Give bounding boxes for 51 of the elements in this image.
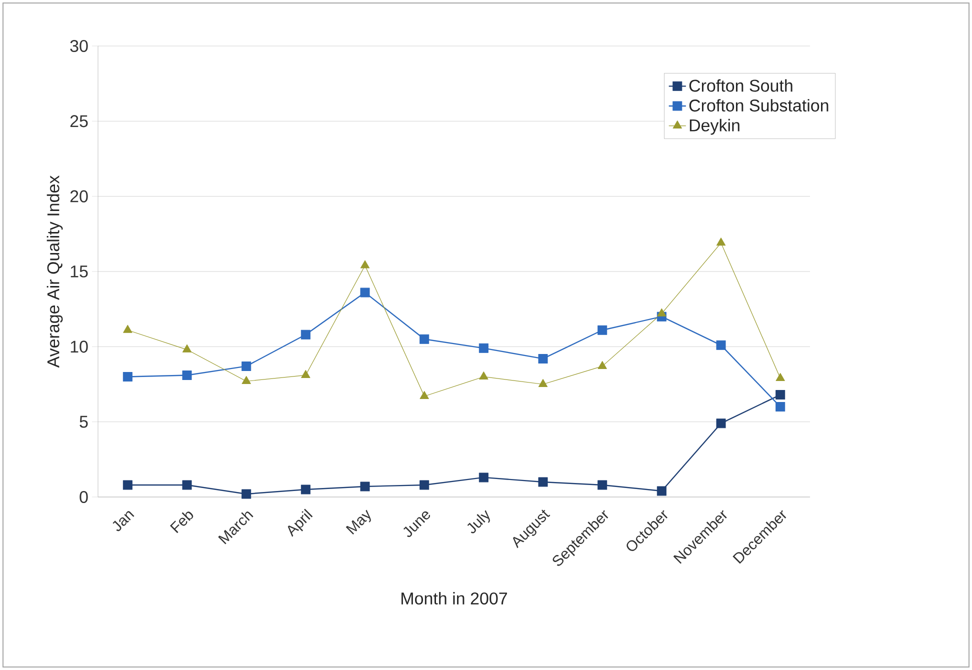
point bbox=[598, 360, 607, 369]
point bbox=[776, 390, 786, 400]
legend-label: Crofton South bbox=[689, 79, 792, 92]
point bbox=[716, 340, 726, 350]
point bbox=[538, 379, 548, 387]
y-axis-title: Average Air Quality Index bbox=[46, 175, 63, 368]
legend-label: Deykin bbox=[690, 118, 740, 135]
point bbox=[300, 330, 310, 340]
point bbox=[776, 372, 785, 381]
point bbox=[776, 402, 786, 412]
point bbox=[716, 238, 726, 246]
point bbox=[122, 372, 132, 382]
y-tick-label: 15 bbox=[70, 266, 88, 278]
point bbox=[420, 391, 429, 400]
point bbox=[479, 371, 488, 380]
x-tick-label: Feb bbox=[170, 512, 194, 534]
point bbox=[242, 361, 252, 371]
point bbox=[420, 334, 430, 344]
y-tick-label: 25 bbox=[70, 115, 88, 128]
y-tick-label: 20 bbox=[70, 190, 88, 202]
point bbox=[598, 325, 608, 335]
x-tick-label: May bbox=[346, 510, 371, 534]
point bbox=[538, 354, 548, 364]
point bbox=[182, 480, 192, 490]
point bbox=[716, 418, 726, 428]
point bbox=[420, 480, 430, 490]
y-tick-label: 30 bbox=[70, 40, 88, 52]
point bbox=[360, 482, 370, 492]
point bbox=[182, 344, 192, 352]
x-tick-label: Jan bbox=[112, 511, 134, 532]
point bbox=[598, 480, 608, 490]
y-tick-label: 0 bbox=[80, 490, 88, 504]
point bbox=[301, 370, 310, 378]
x-tick-label: July bbox=[467, 510, 490, 534]
legend-label: Crofton Substation bbox=[689, 99, 828, 112]
x-axis-title: Month in 2007 bbox=[402, 592, 507, 605]
point bbox=[123, 324, 132, 333]
point bbox=[300, 484, 310, 494]
point bbox=[182, 370, 192, 380]
point bbox=[122, 480, 132, 490]
y-tick-label: 10 bbox=[70, 340, 88, 353]
point bbox=[242, 376, 251, 384]
point bbox=[242, 489, 252, 499]
point bbox=[478, 472, 488, 482]
point bbox=[538, 477, 548, 487]
point bbox=[657, 308, 666, 316]
point bbox=[360, 260, 370, 268]
point bbox=[656, 486, 666, 496]
point bbox=[478, 343, 488, 353]
point bbox=[360, 288, 370, 298]
y-tick-label: 5 bbox=[80, 416, 88, 428]
